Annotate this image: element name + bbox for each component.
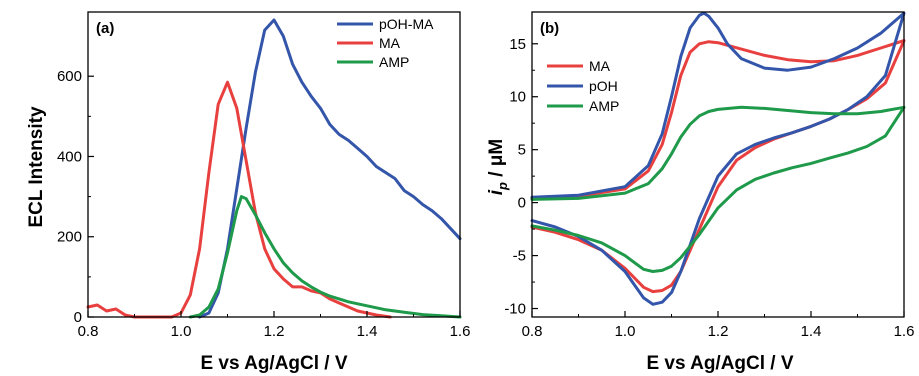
panel-a-x-tick-label: 1.6 bbox=[450, 323, 471, 340]
panel-b-y-axis-title: ip / μM bbox=[486, 139, 510, 196]
panel-b-y-tick-label: 15 bbox=[509, 36, 526, 53]
panel-a-x-tick-label: 1.0 bbox=[171, 323, 192, 340]
panel-b-x-tick-label: 0.8 bbox=[522, 323, 543, 340]
panel-a-ecl-chart: ECL Intensity E vs Ag/AgCl / V 0.8 1.0 1.2… bbox=[26, 11, 470, 374]
panel-b-y-tick-label: -10 bbox=[504, 301, 526, 318]
legend-label-amp-b: AMP bbox=[589, 98, 619, 114]
panel-b-y-tick-label: 0 bbox=[518, 195, 526, 212]
panel-b-series-layer bbox=[530, 11, 906, 306]
panel-a-x-tick-label: 1.2 bbox=[264, 323, 285, 340]
panel-a-y-axis-title: ECL Intensity bbox=[26, 106, 47, 227]
panel-b-series-amp bbox=[530, 105, 906, 273]
panel-b-y-tick-label: 5 bbox=[518, 142, 526, 159]
legend-label-ma: MA bbox=[379, 35, 401, 51]
panel-a-x-tick-label: 0.8 bbox=[78, 323, 99, 340]
panel-b-label: (b) bbox=[540, 20, 559, 37]
panel-b-y-axis-subscript: p bbox=[495, 182, 510, 191]
panel-a-y-tick-label: 600 bbox=[57, 68, 82, 85]
panel-a-y-tick-label: 400 bbox=[57, 148, 82, 165]
panel-a-x-tick-label: 1.4 bbox=[357, 323, 378, 340]
panel-a-legend: pOH-MA MA AMP bbox=[337, 16, 434, 70]
panel-a-plot-frame bbox=[87, 11, 461, 318]
panel-b-x-tick-label: 1.6 bbox=[894, 323, 915, 340]
panel-b-series-ma bbox=[530, 39, 906, 294]
panel-b-y-tick-label: -5 bbox=[513, 248, 526, 265]
panel-b-series-poh bbox=[530, 11, 906, 306]
panel-b-y-axis-unit: / μM bbox=[486, 139, 507, 182]
legend-label-amp: AMP bbox=[379, 54, 409, 70]
panel-b-cv-chart: ip / μM E vs Ag/AgCl / V 0.8 1.0 1.2 1.4 1.6… bbox=[486, 11, 914, 374]
panel-a-y-tick-label: 0 bbox=[74, 309, 82, 326]
panel-b-y-axis-symbol: i bbox=[486, 189, 507, 195]
panel-b-x-tick-label: 1.4 bbox=[801, 323, 822, 340]
panel-a-label: (a) bbox=[96, 20, 114, 37]
panel-b-x-tick-label: 1.0 bbox=[615, 323, 636, 340]
legend-label-poh-b: pOH bbox=[589, 78, 618, 94]
legend-label-poh-ma: pOH-MA bbox=[379, 16, 434, 32]
panel-a-ticks-layer: 0.8 1.0 1.2 1.4 1.6 0 200 400 600 bbox=[57, 68, 470, 340]
panel-b-plot-frame bbox=[531, 11, 905, 318]
panel-b-legend: MA pOH AMP bbox=[547, 58, 619, 114]
panel-a-series-poh-ma bbox=[198, 18, 462, 319]
panel-b-x-axis-title: E vs Ag/AgCl / V bbox=[646, 353, 793, 374]
panel-a-y-tick-label: 200 bbox=[57, 229, 82, 246]
panel-a-series-amp bbox=[188, 195, 462, 319]
panel-b-ticks-layer: 0.8 1.0 1.2 1.4 1.6 -10 -5 0 5 10 15 bbox=[504, 36, 914, 340]
panel-a-x-axis-title: E vs Ag/AgCl / V bbox=[200, 353, 347, 374]
legend-label-ma-b: MA bbox=[589, 58, 611, 74]
panel-b-x-tick-label: 1.2 bbox=[708, 323, 729, 340]
panel-b-y-tick-label: 10 bbox=[509, 89, 526, 106]
